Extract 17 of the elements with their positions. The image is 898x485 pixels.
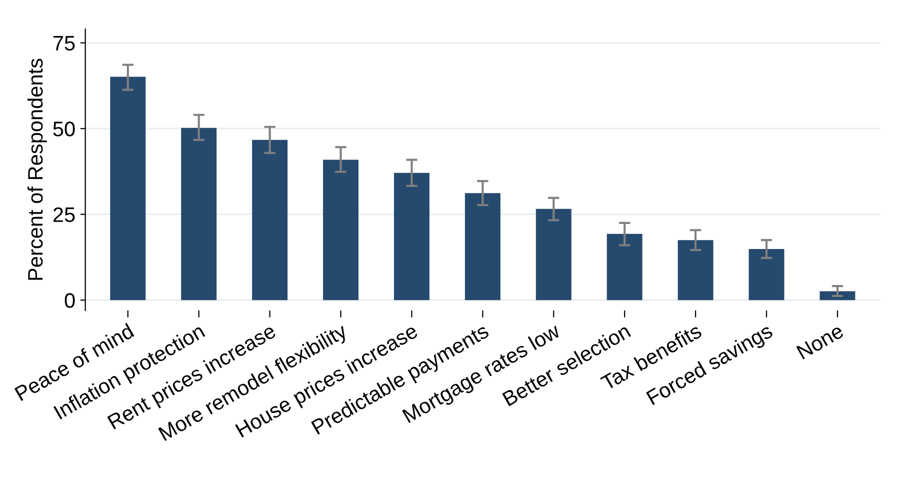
bar [606,234,642,300]
bar [252,140,288,300]
bar [536,208,572,300]
bar [110,76,146,300]
bar [820,291,856,300]
bar [394,172,430,300]
bar [181,128,217,300]
y-tick-label: 25 [53,207,75,222]
y-tick-label: 50 [53,122,75,136]
y-axis-title: Percent of Respondents [27,58,47,280]
x-tick-label: None [796,323,844,360]
y-tick-label: 0 [64,293,75,308]
bar [678,240,714,300]
bar [464,193,500,300]
bar [323,160,358,300]
bar [748,248,784,300]
y-tick-label: 75 [53,36,75,51]
